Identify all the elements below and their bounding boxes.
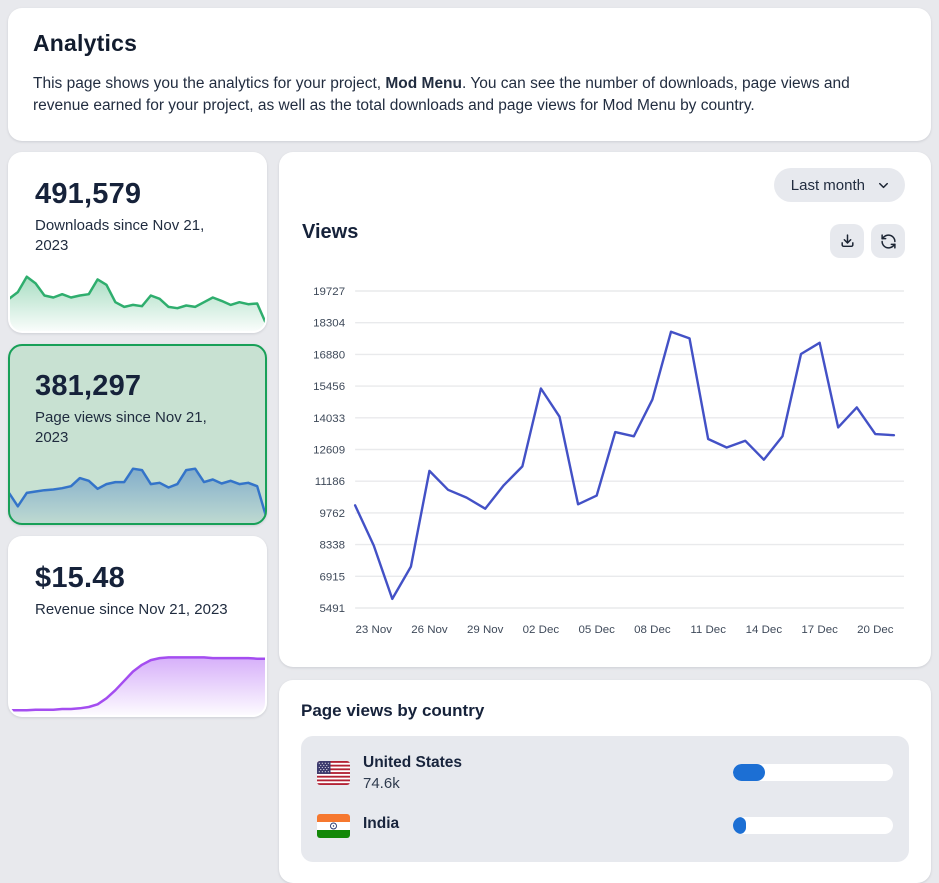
period-dropdown-label: Last month — [790, 176, 865, 194]
svg-text:26 Nov: 26 Nov — [411, 624, 448, 636]
stat-card-revenue[interactable]: $15.48 Revenue since Nov 21, 2023 — [8, 536, 267, 717]
svg-text:14033: 14033 — [313, 413, 345, 425]
downloads-label: Downloads since Nov 21, 2023 — [35, 217, 205, 254]
svg-text:08 Dec: 08 Dec — [634, 624, 671, 636]
svg-text:05 Dec: 05 Dec — [578, 624, 615, 636]
page-views-sparkline — [10, 467, 265, 523]
svg-text:5491: 5491 — [319, 603, 345, 615]
country-name: United States — [363, 753, 463, 771]
description-prefix: This page shows you the analytics for yo… — [33, 75, 386, 92]
country-row-united-states: United States 74.6k — [317, 746, 893, 799]
svg-text:9762: 9762 — [319, 508, 345, 520]
svg-text:12609: 12609 — [313, 445, 345, 457]
svg-text:14 Dec: 14 Dec — [746, 624, 783, 636]
chart-actions — [830, 224, 905, 258]
country-list: United States 74.6k — [301, 736, 909, 862]
country-value: 74.6k — [363, 774, 400, 792]
svg-text:11186: 11186 — [315, 476, 345, 488]
svg-text:15456: 15456 — [313, 381, 345, 393]
stat-card-downloads[interactable]: 491,579 Downloads since Nov 21, 2023 — [8, 152, 267, 333]
page-views-count: 381,297 — [35, 370, 142, 402]
country-info: United States 74.6k — [363, 754, 462, 792]
country-progress-fill — [733, 764, 765, 781]
revenue-amount: $15.48 — [35, 562, 125, 594]
svg-text:29 Nov: 29 Nov — [467, 624, 504, 636]
page-views-label: Page views since Nov 21, 2023 — [35, 409, 207, 446]
chevron-down-icon — [879, 182, 888, 188]
country-progress-bar — [733, 764, 893, 781]
page-description: This page shows you the analytics for yo… — [33, 73, 906, 117]
svg-text:17 Dec: 17 Dec — [801, 624, 838, 636]
country-panel: Page views by country — [279, 680, 931, 883]
svg-text:8338: 8338 — [319, 540, 345, 552]
header-card: Analytics This page shows you the analyt… — [8, 8, 931, 141]
country-name: India — [363, 815, 400, 832]
country-progress-fill — [733, 817, 746, 834]
download-chart-button[interactable] — [830, 224, 864, 258]
country-info: India — [363, 815, 399, 836]
downloads-count: 491,579 — [35, 178, 142, 210]
svg-text:02 Dec: 02 Dec — [523, 624, 560, 636]
description-suffix: . You can see the number of downloads, p… — [33, 75, 850, 114]
stat-card-page-views[interactable]: 381,297 Page views since Nov 21, 2023 — [8, 344, 267, 525]
svg-text:19727: 19727 — [313, 286, 345, 298]
main-content: 491,579 Downloads since Nov 21, 2023 381… — [8, 152, 931, 883]
views-panel: Last month Views — [279, 152, 931, 667]
country-progress-bar — [733, 817, 893, 834]
refresh-icon — [880, 233, 896, 249]
india-flag-icon — [317, 813, 350, 838]
svg-text:16880: 16880 — [313, 349, 345, 361]
views-line-chart: 19727 18304 16880 15456 14033 12609 11186 9762 8… — [313, 286, 904, 636]
page-title: Analytics — [33, 30, 138, 56]
chart-title: Views — [302, 221, 359, 243]
charts-column: Last month Views — [279, 152, 931, 883]
stat-cards-column: 491,579 Downloads since Nov 21, 2023 381… — [8, 152, 267, 717]
svg-text:23 Nov: 23 Nov — [356, 624, 393, 636]
us-flag-icon — [317, 760, 350, 785]
downloads-sparkline — [10, 275, 265, 331]
svg-text:18304: 18304 — [313, 318, 346, 330]
period-dropdown[interactable]: Last month — [773, 168, 905, 202]
country-panel-title: Page views by country — [301, 701, 485, 720]
svg-text:20 Dec: 20 Dec — [857, 624, 894, 636]
svg-text:11 Dec: 11 Dec — [690, 624, 726, 636]
project-name: Mod Menu — [385, 75, 462, 92]
analytics-page: Analytics This page shows you the analyt… — [8, 8, 931, 883]
refresh-chart-button[interactable] — [871, 224, 905, 258]
country-row-india: India — [317, 799, 893, 852]
revenue-label: Revenue since Nov 21, 2023 — [35, 601, 228, 618]
svg-text:6915: 6915 — [319, 571, 345, 583]
revenue-sparkline — [10, 656, 265, 715]
download-icon — [840, 233, 854, 247]
